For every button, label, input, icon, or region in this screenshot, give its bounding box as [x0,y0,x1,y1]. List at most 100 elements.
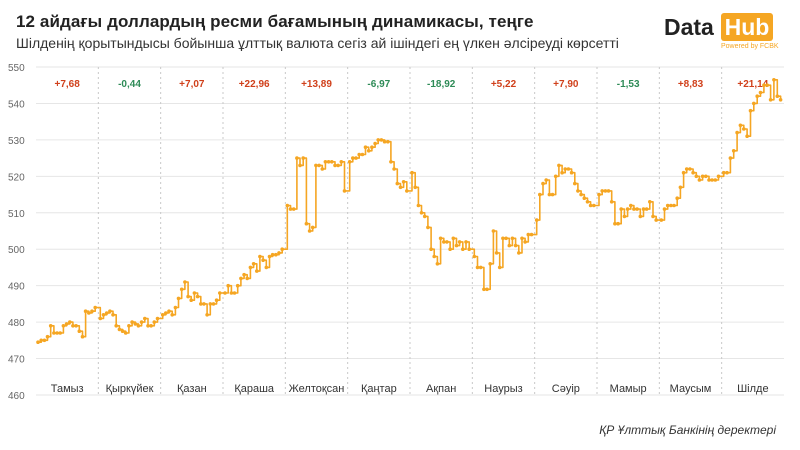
data-point [270,252,275,257]
data-point [242,272,246,277]
data-point [529,232,534,237]
y-tick-label: 490 [8,282,25,293]
data-point [672,203,676,208]
data-point [301,156,306,160]
data-point [176,296,181,301]
data-point [186,294,190,299]
data-point [451,236,456,241]
monthly-change-layer: +7,68 -0,44 +7,07 +22,96 +13,89 -6,97 -18,92 +5… [55,79,769,90]
logo-powered-by: Powered by FCBK [721,43,779,50]
data-point [438,236,443,241]
data-point [189,298,193,303]
monthly-change-label: +7,68 [55,79,81,90]
data-point [765,83,769,87]
data-point [697,178,702,182]
data-point [576,189,580,193]
data-point [416,203,421,208]
data-point [454,243,459,248]
data-point [426,225,430,230]
data-point [149,324,153,328]
data-point [205,313,209,317]
data-point [560,170,564,175]
data-point [392,167,396,171]
data-point [410,170,414,175]
data-point [429,247,433,251]
data-point [684,167,689,171]
data-point [566,167,571,171]
data-point [665,203,670,208]
data-point [641,207,646,211]
data-point [592,203,596,208]
data-point [735,130,739,135]
data-point [775,94,780,98]
series-point-layer [36,78,783,345]
logo-hub-box: Hub [721,13,773,41]
data-point [721,170,726,175]
data-point [461,247,465,251]
y-tick-label: 520 [8,172,25,183]
data-point [152,320,157,324]
data-point [534,218,539,222]
data-point [342,189,347,193]
data-point [226,283,230,288]
data-point [183,280,187,284]
data-point [435,262,440,266]
data-point [179,287,184,292]
data-point [778,98,783,102]
data-point [691,170,695,175]
data-point [71,324,75,328]
month-label: Желтоқсан [289,383,345,395]
data-point [285,203,290,208]
data-point [93,305,97,310]
data-point [635,207,639,211]
data-point [457,240,462,244]
data-point [258,254,262,259]
data-point [336,163,340,168]
data-point [288,207,293,211]
data-point [42,338,47,343]
data-point [395,181,400,186]
month-label: Сәуір [552,383,580,395]
data-point [541,181,545,186]
data-point [36,340,40,345]
data-point [694,174,699,179]
data-point [354,156,358,160]
data-point [742,127,746,131]
data-point [538,192,542,197]
data-point [48,324,53,328]
data-point [494,251,499,255]
data-point [569,170,574,175]
data-point [582,196,587,200]
data-point [379,138,384,142]
monthly-change-label: -0,44 [118,79,141,90]
data-point [772,78,776,82]
data-point [700,174,705,179]
data-point [758,90,763,95]
month-label: Қаңтар [361,383,397,395]
monthly-change-label: +13,89 [301,79,332,90]
y-tick-label: 500 [8,245,25,256]
data-source-note: ҚР Ұлттық Банкінің деректері [599,423,776,437]
data-point [497,265,502,270]
monthly-change-label: +7,90 [553,79,579,90]
data-point [80,334,85,339]
data-point [114,324,118,328]
y-tick-label: 540 [8,99,25,110]
data-point [467,247,472,251]
month-label: Қыркүйек [106,383,154,395]
data-point [366,149,371,153]
data-point [130,320,134,324]
data-point [504,236,508,241]
data-point [264,265,269,270]
data-point [588,203,593,208]
datahub-logo: Data Hub Powered by FCBK [664,12,784,54]
data-point [413,185,418,190]
data-point [61,324,66,328]
data-point [448,247,452,251]
data-point [164,311,168,315]
month-label: Мамыр [610,383,647,395]
data-point [351,156,355,160]
data-point [597,192,601,197]
data-point [363,145,368,149]
